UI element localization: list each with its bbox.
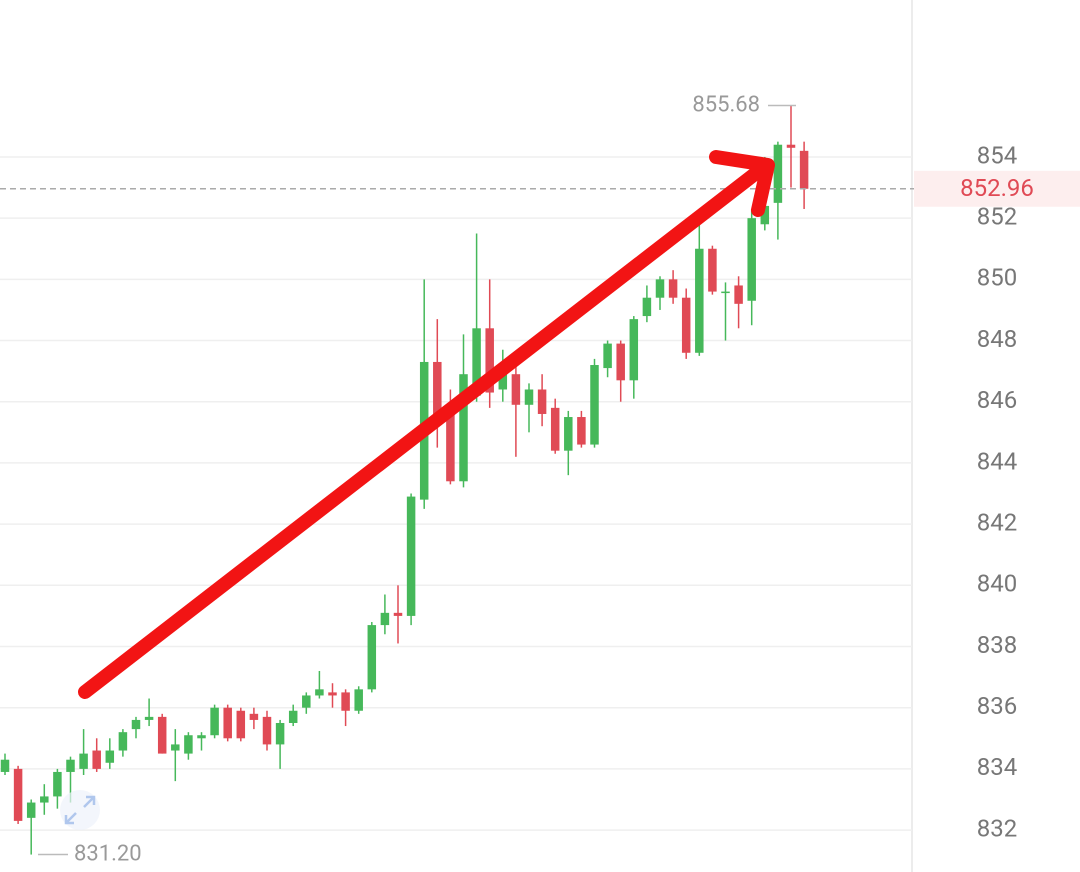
last-price-label: 852.96: [960, 174, 1034, 202]
candle-body: [629, 319, 639, 381]
y-tick-label: 836: [977, 692, 1017, 720]
candle-body: [799, 150, 809, 189]
candle-body: [393, 612, 403, 616]
candle-body: [262, 716, 272, 745]
candle-body: [275, 722, 285, 745]
y-tick-label: 846: [977, 386, 1017, 414]
y-tick-label: 854: [977, 141, 1017, 169]
candle-body: [197, 735, 206, 739]
candle-body: [681, 297, 691, 353]
candle-body: [171, 744, 180, 751]
y-tick-label: 840: [977, 570, 1017, 598]
candle-body: [380, 612, 390, 626]
candle-body: [655, 279, 665, 298]
candle-body: [341, 692, 350, 711]
candle-body: [564, 417, 573, 451]
candle-body: [223, 707, 232, 739]
candle-body: [0, 759, 10, 772]
candle-body: [668, 279, 678, 298]
candle-body: [367, 625, 377, 690]
candle-body: [524, 389, 534, 405]
candle-body: [446, 404, 455, 482]
low-marker-label: 831.20: [74, 841, 142, 866]
candle-body: [472, 328, 481, 396]
candle-body: [236, 710, 246, 739]
candle-body: [66, 759, 75, 772]
expand-icon: [60, 790, 100, 830]
candle-body: [537, 389, 547, 414]
candle-body: [773, 144, 783, 203]
candle-body: [786, 144, 796, 148]
candle-body: [708, 248, 717, 292]
y-tick-label: 838: [977, 631, 1017, 659]
candle-body: [695, 248, 704, 353]
y-tick-label: 842: [977, 508, 1017, 536]
candle-body: [511, 374, 521, 405]
candle-body: [249, 713, 259, 720]
candle-body: [302, 695, 311, 708]
last-price-box: [914, 170, 1080, 207]
candle-body: [642, 297, 652, 317]
candle-body: [354, 689, 363, 711]
candle-body: [577, 417, 586, 445]
candle-body: [498, 368, 508, 390]
candle-body: [459, 374, 468, 482]
candle-body: [131, 719, 141, 730]
candle-body: [105, 750, 115, 763]
candle-body: [328, 692, 337, 696]
candle-body: [550, 407, 560, 451]
candle-body: [721, 291, 730, 294]
trend-arrow: [78, 150, 775, 699]
candle-body: [616, 343, 625, 381]
candle-body: [79, 753, 88, 769]
y-tick-label: 848: [977, 325, 1017, 353]
candle-body: [13, 768, 23, 821]
candle-body: [157, 716, 167, 754]
candle-body: [747, 218, 756, 301]
candle-body: [315, 689, 324, 696]
candle-body: [288, 710, 298, 723]
candle-body: [734, 285, 743, 304]
candle-body: [184, 735, 193, 754]
candle-body: [118, 732, 128, 751]
y-tick-label: 852: [977, 202, 1017, 230]
candle-body: [485, 328, 494, 393]
candle-body: [144, 716, 154, 720]
candle-body: [603, 343, 612, 369]
candle-body: [406, 496, 416, 616]
candle-body: [53, 771, 62, 797]
candle-body: [433, 361, 442, 424]
y-tick-label: 834: [977, 753, 1017, 781]
y-tick-label: 832: [977, 814, 1017, 842]
high-marker-label: 855.68: [692, 92, 760, 117]
plot: 832 834 836 838 840 842 844 846 848 850 852 854 852.…: [0, 92, 1080, 866]
candle-body: [92, 750, 101, 769]
candle-body: [26, 802, 36, 818]
y-tick-label: 844: [977, 447, 1017, 475]
y-tick-label: 850: [977, 264, 1017, 292]
candle-body: [760, 205, 770, 225]
candle-body: [40, 796, 49, 803]
candle-body: [210, 707, 219, 736]
candle-body: [590, 365, 599, 445]
